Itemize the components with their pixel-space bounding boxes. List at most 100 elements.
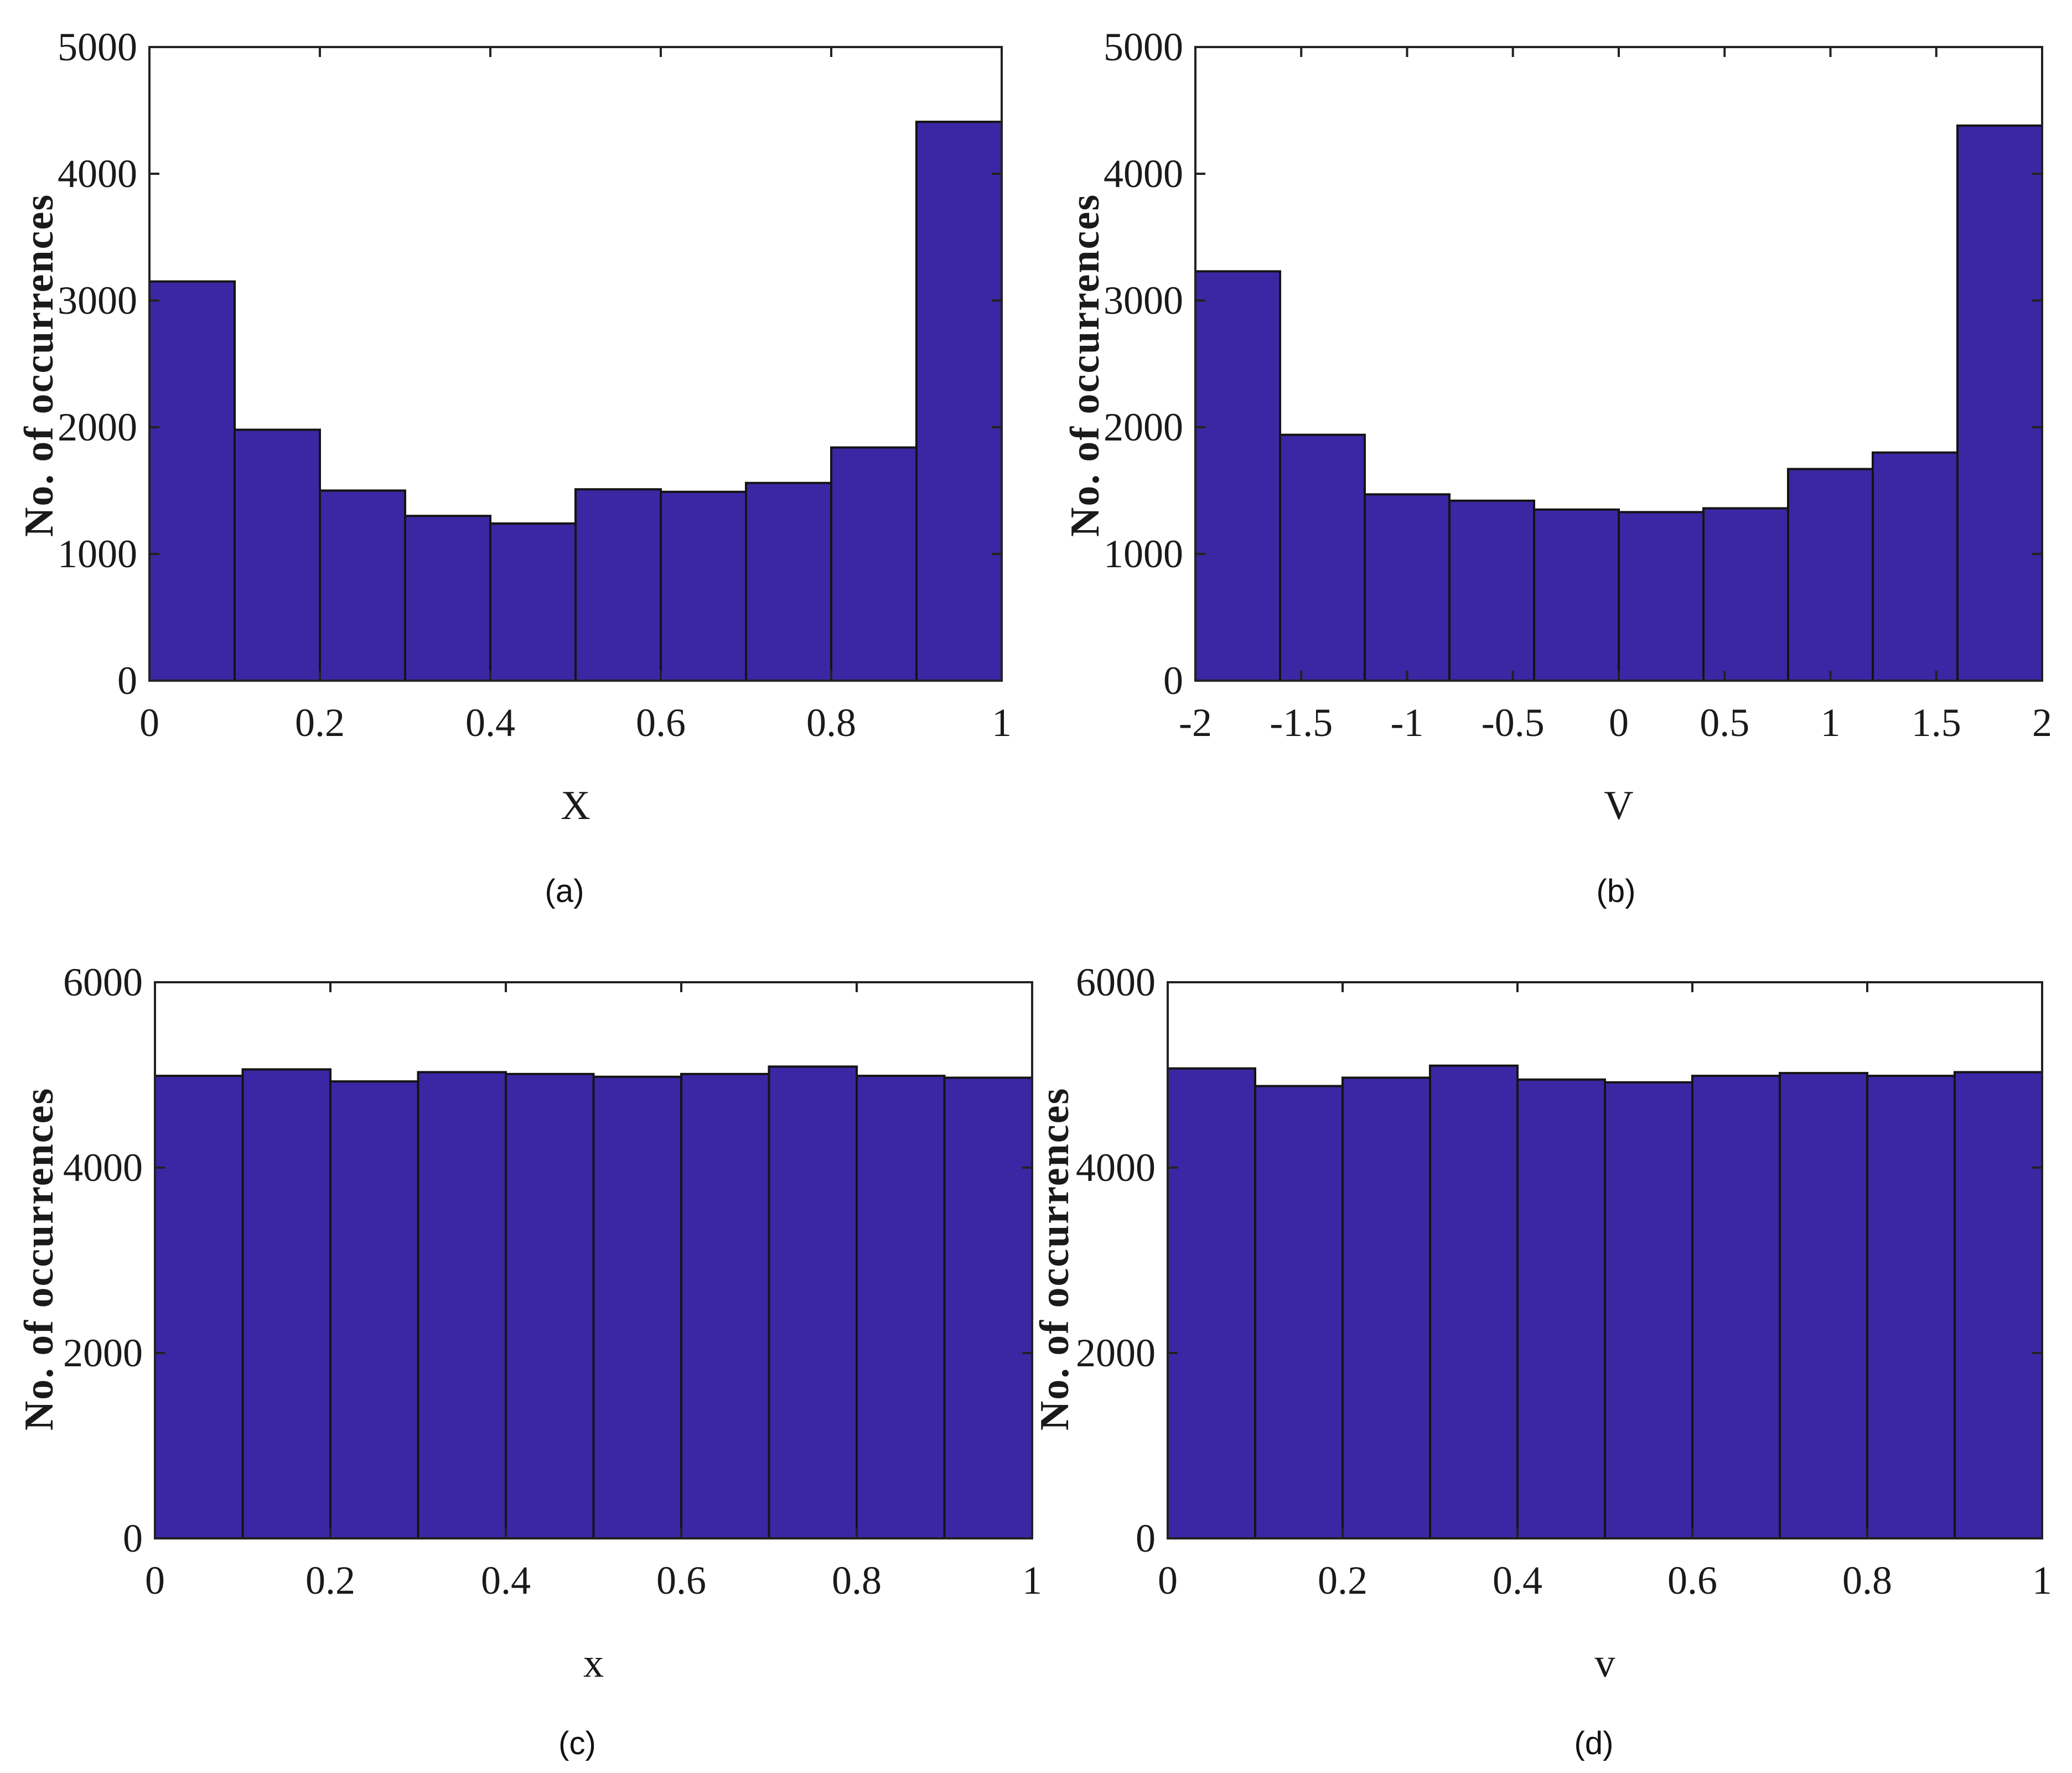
y-axis-label-a: No. of occurrences	[17, 194, 62, 537]
y-axis-label-d: No. of occurrences	[1032, 1087, 1078, 1430]
y-tick-label-a-5: 4000	[58, 152, 137, 196]
bar-c-2	[241, 1068, 331, 1539]
x-axis-label-a: X	[561, 783, 590, 828]
x-tick-label-b-3: -1	[1391, 701, 1424, 745]
y-tick-label-a-6: 5000	[58, 25, 137, 69]
bar-a-2	[234, 428, 321, 682]
bar-d-8	[1779, 1072, 1868, 1539]
bar-c-9	[856, 1075, 946, 1540]
plot-frame-a	[148, 46, 1003, 682]
bar-a-6	[574, 488, 662, 682]
bar-a-5	[489, 522, 577, 682]
x-tick-label-c-2: 0.2	[305, 1558, 355, 1603]
bar-b-5	[1533, 508, 1620, 682]
x-tick-label-b-2: -1.5	[1270, 701, 1333, 745]
panel-d: (d) 0 0.2 0.4 0.6 0.8 1 0 2000 4000 6000 v No. of o…	[1032, 960, 2052, 1761]
panel-b: (b) -2 -1.5 -1 -0.5 0 0.5 1 1.5 2 0 1000 2000 3000 40…	[1063, 25, 2052, 909]
y-tick-label-a-1: 0	[117, 659, 137, 703]
bar-a-10	[915, 121, 1003, 682]
x-tick-label-a-1: 0	[139, 701, 159, 745]
bar-d-4	[1429, 1064, 1519, 1539]
bar-d-10	[1954, 1071, 2043, 1539]
plot-frame-d	[1167, 981, 2043, 1539]
bar-a-7	[660, 490, 747, 682]
bar-d-1	[1167, 1067, 1256, 1539]
x-tick-label-a-6: 1	[992, 701, 1012, 745]
y-tick-label-c-3: 4000	[63, 1145, 143, 1190]
bar-c-7	[680, 1072, 770, 1539]
y-tick-label-a-4: 3000	[58, 278, 137, 323]
y-tick-label-d-4: 6000	[1076, 960, 1156, 1004]
bar-a-1	[148, 280, 236, 682]
x-tick-label-d-1: 0	[1158, 1558, 1178, 1603]
caption-b: (b)	[1597, 873, 1636, 909]
bar-a-8	[745, 481, 832, 682]
y-tick-label-c-2: 2000	[63, 1331, 143, 1375]
x-tick-label-d-5: 0.8	[1842, 1558, 1892, 1603]
plot-frame-c	[154, 981, 1033, 1539]
x-tick-label-c-4: 0.6	[656, 1558, 706, 1603]
x-tick-label-a-5: 0.8	[806, 701, 856, 745]
bar-d-7	[1691, 1075, 1781, 1540]
bar-c-1	[154, 1075, 244, 1540]
y-axis-label-c: No. of occurrences	[17, 1087, 62, 1430]
y-tick-label-b-5: 4000	[1104, 152, 1183, 196]
bar-d-3	[1341, 1076, 1431, 1539]
y-tick-label-a-2: 1000	[58, 532, 137, 576]
bar-d-2	[1254, 1085, 1344, 1539]
bar-a-3	[319, 489, 406, 682]
x-tick-label-d-2: 0.2	[1318, 1558, 1367, 1603]
bar-a-9	[830, 446, 918, 682]
caption-c: (c)	[558, 1725, 596, 1761]
y-tick-label-d-2: 2000	[1076, 1331, 1156, 1375]
x-tick-label-b-6: 0.5	[1700, 701, 1749, 745]
x-tick-label-b-1: -2	[1179, 701, 1212, 745]
bar-d-9	[1866, 1075, 1956, 1540]
y-tick-label-c-1: 0	[123, 1516, 143, 1561]
x-axis-label-d: v	[1595, 1641, 1615, 1686]
x-tick-label-a-3: 0.4	[465, 701, 515, 745]
caption-a: (a)	[545, 873, 584, 909]
x-tick-label-a-2: 0.2	[295, 701, 345, 745]
x-tick-label-b-9: 2	[2032, 701, 2052, 745]
bar-b-1	[1194, 270, 1281, 682]
bar-b-8	[1787, 468, 1874, 682]
x-axis-label-c: x	[583, 1641, 604, 1686]
bar-c-8	[768, 1065, 858, 1540]
x-tick-label-c-6: 1	[1022, 1558, 1042, 1603]
y-tick-label-d-3: 4000	[1076, 1145, 1156, 1190]
x-tick-label-b-4: -0.5	[1482, 701, 1545, 745]
y-tick-label-b-3: 2000	[1104, 405, 1183, 449]
bar-b-3	[1364, 493, 1451, 682]
bar-c-3	[329, 1080, 419, 1539]
x-tick-label-a-4: 0.6	[636, 701, 686, 745]
x-tick-label-c-1: 0	[145, 1558, 165, 1603]
bar-d-5	[1516, 1078, 1606, 1539]
x-tick-label-b-8: 1.5	[1912, 701, 1961, 745]
y-tick-label-b-4: 3000	[1104, 278, 1183, 323]
x-tick-label-c-5: 0.8	[832, 1558, 882, 1603]
y-axis-label-b: No. of occurrences	[1063, 194, 1108, 537]
y-tick-label-c-4: 6000	[63, 960, 143, 1004]
bar-d-6	[1604, 1081, 1693, 1539]
panel-a: (a) 0 0.2 0.4 0.6 0.8 1 0 1000 2000 3000 4000 5000 X…	[17, 25, 1012, 909]
x-tick-label-d-6: 1	[2032, 1558, 2052, 1603]
bar-b-4	[1448, 499, 1535, 682]
bar-c-4	[417, 1071, 507, 1539]
bar-a-4	[404, 515, 491, 682]
bar-b-2	[1279, 433, 1366, 682]
x-tick-label-b-7: 1	[1821, 701, 1841, 745]
caption-d: (d)	[1574, 1725, 1614, 1761]
x-axis-label-b: V	[1604, 783, 1633, 828]
y-tick-label-b-1: 0	[1163, 659, 1183, 703]
bar-b-7	[1702, 507, 1789, 682]
x-tick-label-b-5: 0	[1609, 701, 1629, 745]
y-tick-label-a-3: 2000	[58, 405, 137, 449]
bar-b-9	[1872, 451, 1959, 682]
y-tick-label-b-2: 1000	[1104, 532, 1183, 576]
y-tick-label-b-6: 5000	[1104, 25, 1183, 69]
bar-b-10	[1956, 124, 2043, 682]
bar-c-6	[592, 1075, 682, 1539]
x-tick-label-c-3: 0.4	[481, 1558, 531, 1603]
